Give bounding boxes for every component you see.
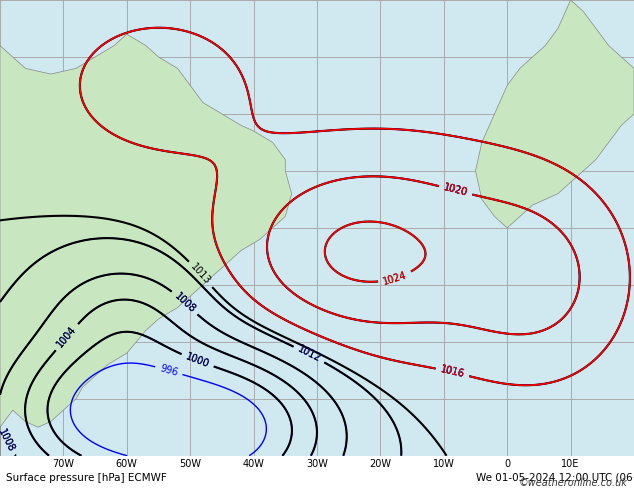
Text: 1004: 1004 xyxy=(55,324,79,350)
Text: 1000: 1000 xyxy=(184,352,210,369)
Text: 60W: 60W xyxy=(116,459,138,469)
Text: 1008: 1008 xyxy=(0,427,16,454)
Text: 1020: 1020 xyxy=(443,183,469,198)
Text: 0: 0 xyxy=(504,459,510,469)
Text: 10W: 10W xyxy=(433,459,455,469)
Text: 1012: 1012 xyxy=(296,344,322,365)
Text: 1013: 1013 xyxy=(189,262,212,287)
Text: Surface pressure [hPa] ECMWF: Surface pressure [hPa] ECMWF xyxy=(6,473,167,483)
Text: 40W: 40W xyxy=(243,459,264,469)
Text: 1012: 1012 xyxy=(296,344,322,365)
Text: 70W: 70W xyxy=(53,459,74,469)
Text: 1016: 1016 xyxy=(439,365,465,380)
Text: 1008: 1008 xyxy=(172,291,197,315)
Text: 30W: 30W xyxy=(306,459,328,469)
Text: ©weatheronline.co.uk: ©weatheronline.co.uk xyxy=(519,478,628,488)
Text: 1020: 1020 xyxy=(443,183,469,198)
Text: 1016: 1016 xyxy=(439,365,465,380)
Text: 1020: 1020 xyxy=(443,183,469,198)
Text: 1016: 1016 xyxy=(439,365,465,380)
Text: We 01-05-2024 12:00 UTC (06+06): We 01-05-2024 12:00 UTC (06+06) xyxy=(476,473,634,483)
Text: 1004: 1004 xyxy=(55,324,79,350)
Text: 1024: 1024 xyxy=(382,270,408,287)
Text: 996: 996 xyxy=(158,363,179,378)
Polygon shape xyxy=(476,0,634,228)
Text: 1008: 1008 xyxy=(0,427,16,454)
Polygon shape xyxy=(0,34,292,456)
Text: 1008: 1008 xyxy=(172,291,197,315)
Text: 1024: 1024 xyxy=(382,270,408,287)
Text: 10E: 10E xyxy=(562,459,579,469)
Text: 1000: 1000 xyxy=(184,352,210,369)
Text: 20W: 20W xyxy=(370,459,391,469)
Text: 50W: 50W xyxy=(179,459,201,469)
